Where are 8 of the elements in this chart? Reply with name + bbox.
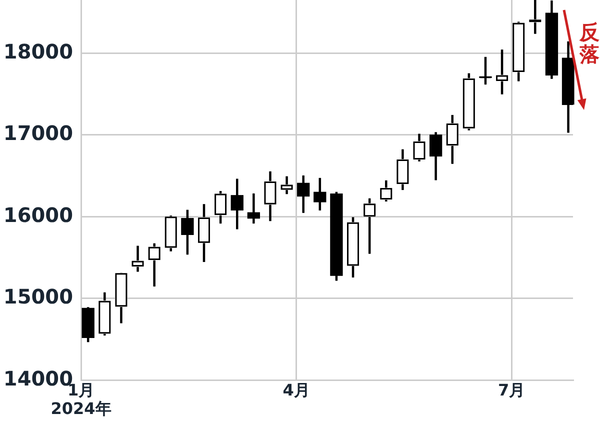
y-tick-label: 15000 [3,284,73,309]
x-tick-label: 4月 [282,380,310,400]
x-tick-label: 7月 [498,380,526,400]
text: 反落 [579,20,600,66]
y-tick-label: 18000 [3,39,73,64]
candlestick [528,0,542,34]
y-tick-label: 17000 [3,121,73,146]
y-tick-label: 16000 [3,202,73,227]
